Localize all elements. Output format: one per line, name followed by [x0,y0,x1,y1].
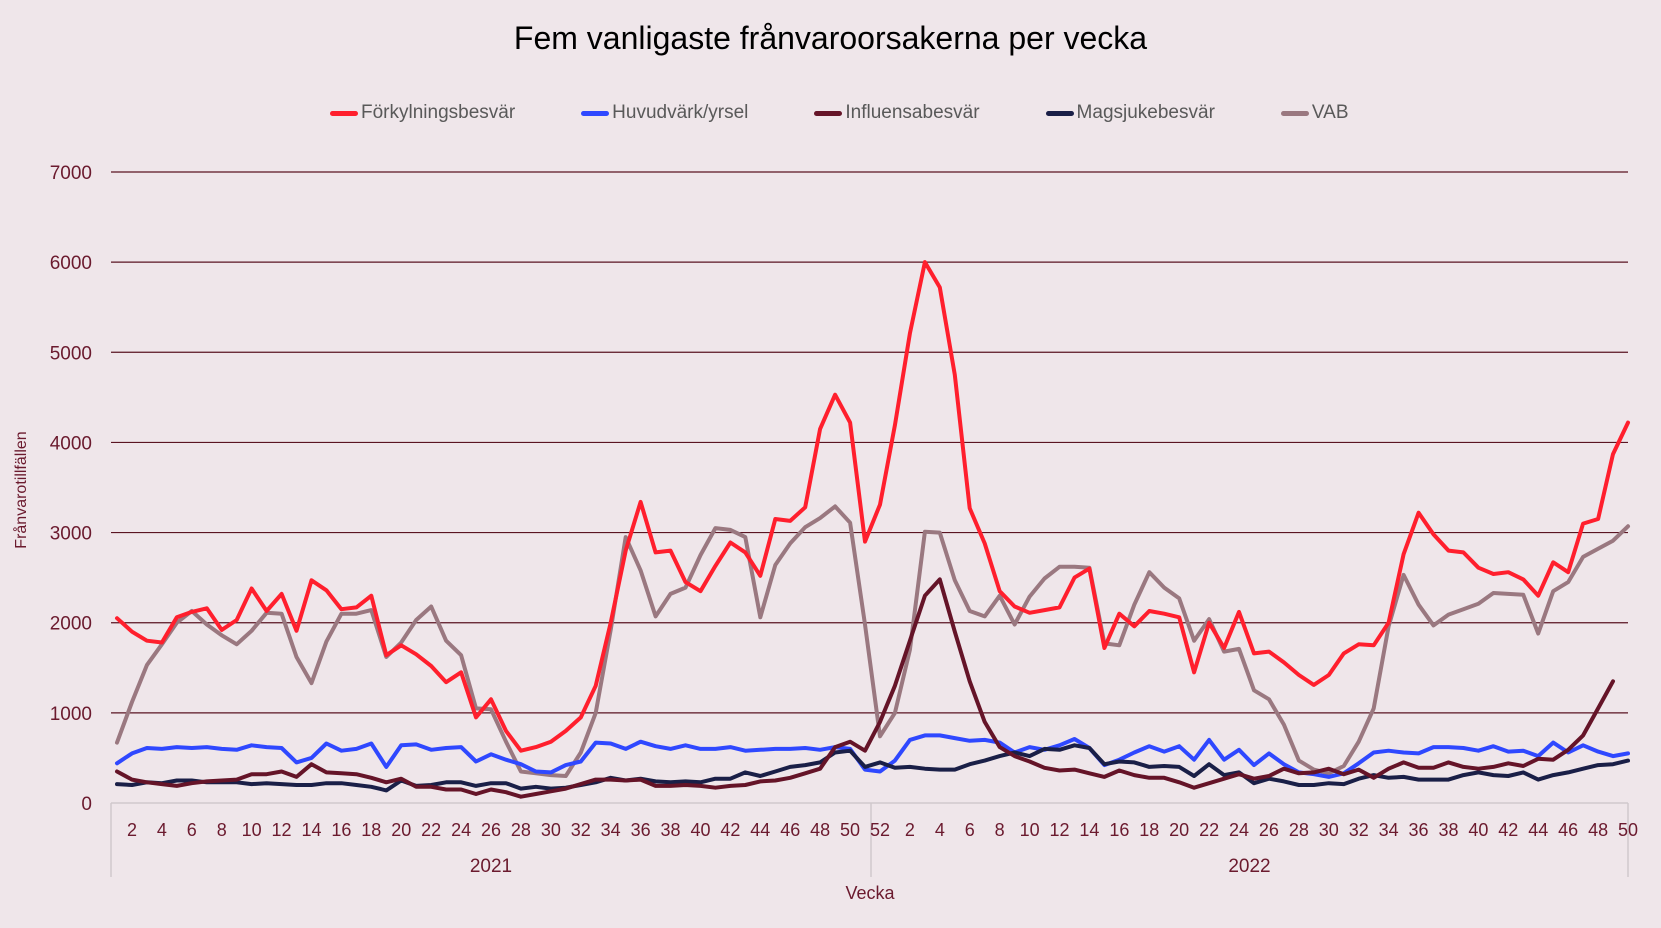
x-tick-label: 36 [631,820,651,840]
x-tick-label: 42 [720,820,740,840]
x-tick-label: 30 [541,820,561,840]
x-tick-label: 14 [301,820,321,840]
legend-swatch-icon [330,110,358,116]
x-tick-label: 46 [1558,820,1578,840]
x-tick-label: 46 [780,820,800,840]
x-tick-label: 34 [601,820,621,840]
x-tick-label: 28 [511,820,531,840]
series-line-vab [115,504,1630,778]
legend-item-magsjuke[interactable]: Magsjukebesvär [1045,102,1215,124]
legend-item-vab[interactable]: VAB [1280,102,1349,124]
legend: Förkylningsbesvär Huvudvärk/yrsel Influe… [330,102,1415,124]
legend-item-forkylning[interactable]: Förkylningsbesvär [330,102,515,124]
x-tick-label: 26 [481,820,501,840]
legend-label: Huvudvärk/yrsel [612,102,749,123]
x-tick-label: 6 [187,820,197,840]
x-group-label-2021: 2021 [470,856,512,877]
x-tick-label: 34 [1379,820,1399,840]
x-tick-label: 30 [1319,820,1339,840]
y-tick-label: 4000 [50,433,92,454]
x-tick-label: 22 [421,820,441,840]
x-tick-label: 40 [1468,820,1488,840]
chart-title: Fem vanligaste frånvaroorsakerna per vec… [513,20,1148,56]
legend-label: VAB [1311,102,1349,123]
x-tick-label: 24 [1229,820,1249,840]
y-tick-label: 0 [81,794,92,815]
y-axis-label: Frånvarotillfällen [13,431,30,549]
x-tick-label: 36 [1409,820,1429,840]
x-tick-label: 44 [1528,820,1548,840]
x-tick-label: 18 [361,820,381,840]
x-tick-label: 2 [127,820,137,840]
x-tick-label: 4 [935,820,945,840]
legend-swatch-icon [1045,110,1074,116]
x-tick-label: 14 [1079,820,1099,840]
x-tick-label: 8 [995,820,1005,840]
x-tick-label: 52 [870,820,890,840]
y-tick-label: 1000 [50,704,92,725]
x-tick-label: 32 [1349,820,1369,840]
x-tick-label: 48 [810,820,830,840]
x-tick-label: 48 [1588,820,1608,840]
y-tick-label: 3000 [50,524,92,545]
x-tick-label: 38 [1438,820,1458,840]
x-tick-label: 12 [272,820,292,840]
x-tick-label: 32 [571,820,591,840]
x-tick-label: 40 [690,820,710,840]
x-tick-label: 24 [451,820,471,840]
x-tick-label: 10 [242,820,262,840]
x-tick-label: 42 [1498,820,1518,840]
x-tick-label: 6 [965,820,975,840]
x-tick-label: 2 [905,820,915,840]
x-tick-label: 8 [217,820,227,840]
legend-item-huvudvark[interactable]: Huvudvärk/yrsel [581,102,748,124]
x-tick-label: 16 [331,820,351,840]
legend-label: Magsjukebesvär [1076,102,1215,123]
x-tick-label: 16 [1109,820,1129,840]
x-group-label-2022: 2022 [1228,856,1270,877]
series-line-influensabesvr [115,577,1615,799]
y-tick-label: 6000 [50,253,92,274]
x-tick-label: 20 [1169,820,1189,840]
x-tick-label: 50 [1618,820,1638,840]
series-line-frkylningsbesvr [115,260,1630,753]
legend-label: Influensabesvär [845,102,980,123]
x-tick-label: 26 [1259,820,1279,840]
x-tick-label: 28 [1289,820,1309,840]
legend-swatch-icon [1280,110,1309,116]
legend-swatch-icon [581,110,610,116]
x-tick-label: 22 [1199,820,1219,840]
x-tick-label: 4 [157,820,167,840]
x-tick-label: 38 [661,820,681,840]
x-tick-label: 50 [840,820,860,840]
legend-label: Förkylningsbesvär [361,102,516,123]
y-tick-label: 2000 [50,614,92,635]
x-tick-label: 18 [1139,820,1159,840]
y-tick-label: 5000 [50,343,92,364]
y-tick-label: 7000 [50,163,92,184]
x-tick-label: 20 [391,820,411,840]
legend-swatch-icon [814,110,843,116]
legend-item-influensa[interactable]: Influensabesvär [814,102,980,124]
x-tick-label: 44 [750,820,770,840]
x-axis-label: Vecka [845,883,895,903]
series-line-huvudvrkyrsel [115,733,1630,779]
x-tick-label: 10 [1020,820,1040,840]
x-tick-label: 12 [1049,820,1069,840]
